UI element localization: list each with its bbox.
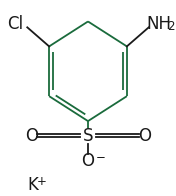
Text: Cl: Cl <box>7 15 23 33</box>
Text: K: K <box>27 176 38 194</box>
Text: O: O <box>81 152 95 170</box>
Text: S: S <box>83 127 93 145</box>
Text: O: O <box>25 127 38 145</box>
Text: O: O <box>138 127 151 145</box>
Text: NH: NH <box>147 15 172 33</box>
Text: 2: 2 <box>167 20 174 33</box>
Text: +: + <box>36 175 46 188</box>
Text: −: − <box>96 151 106 164</box>
